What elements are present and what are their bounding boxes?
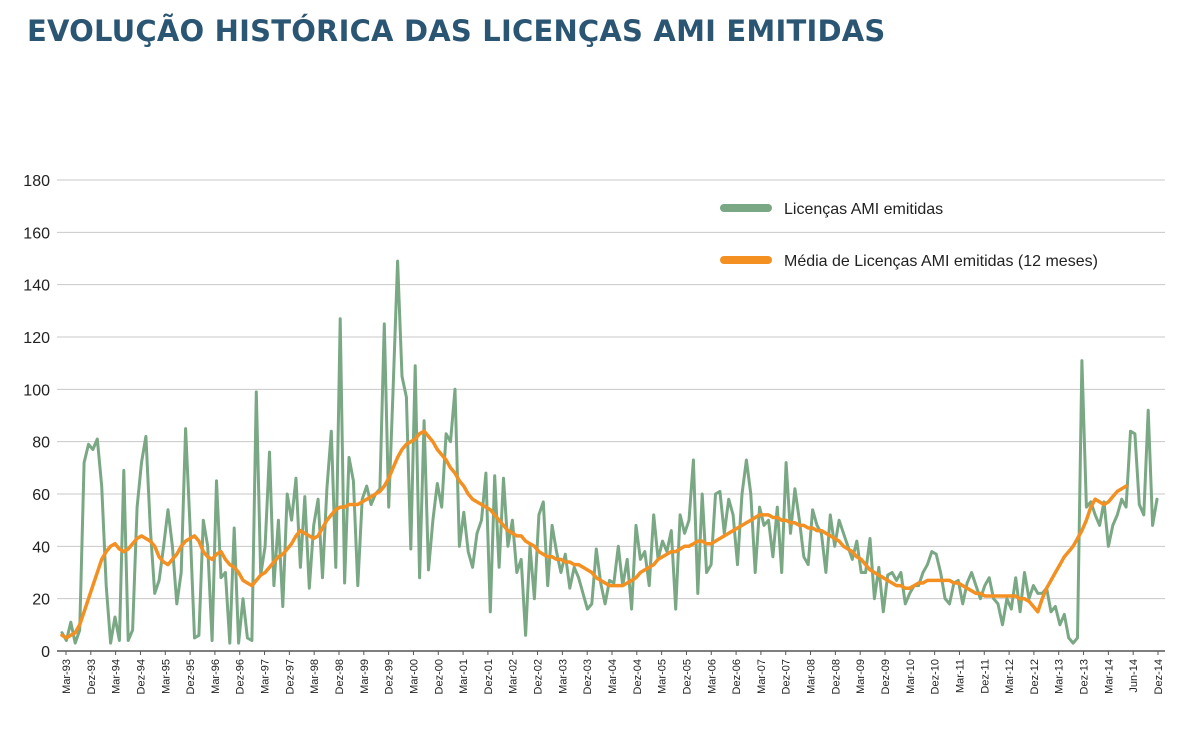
y-tick-label: 40 (32, 539, 50, 556)
x-tick-label: Mar-01 (458, 659, 470, 694)
x-tick-label: Mar-04 (607, 659, 619, 694)
x-tick-label: Dez-09 (880, 659, 892, 694)
x-tick-label: Dez-14 (1153, 659, 1165, 694)
series-lines (60, 259, 1159, 645)
x-tick-label: Mar-08 (806, 659, 818, 694)
x-tick-label: Mar-03 (557, 659, 569, 694)
x-tick-label: Dez-13 (1079, 659, 1091, 694)
x-tick-label: Mar-11 (954, 659, 966, 693)
x-tick-label: Mar-13 (1054, 659, 1066, 694)
x-tick-label: Dez-00 (433, 659, 445, 694)
x-tick-label: Mar-06 (706, 659, 718, 694)
x-tick-label: Mar-94 (111, 659, 123, 694)
x-tick-label: Mar-14 (1103, 659, 1115, 694)
y-tick-label: 80 (32, 435, 50, 452)
x-tick-label: Mar-98 (309, 659, 321, 694)
x-tick-label: Dez-95 (185, 659, 197, 694)
x-tick-label: Mar-93 (61, 659, 73, 694)
x-tick-label: Dez-10 (930, 659, 942, 694)
x-tick-label: Mar-10 (905, 659, 917, 694)
x-tick-label: Mar-05 (657, 659, 669, 694)
y-axis-ticks: 0 20 40 60 80 100 120 140 160 180 (23, 173, 50, 661)
x-tick-label: Dez-94 (135, 659, 147, 694)
legend-label-monthly: Licenças AMI emitidas (784, 201, 943, 218)
y-tick-label: 160 (23, 225, 50, 242)
x-tick-label: Dez-01 (483, 659, 495, 694)
y-tick-label: 60 (32, 487, 50, 504)
x-tick-label: Dez-93 (86, 659, 98, 694)
x-tick-label: Mar-07 (756, 659, 768, 694)
x-tick-label: Dez-98 (334, 659, 346, 694)
x-tick-label: Mar-02 (508, 659, 520, 694)
x-tick-label: Dez-08 (830, 659, 842, 694)
x-tick-label: Dez-03 (582, 659, 594, 694)
x-tick-label: Mar-95 (160, 659, 172, 694)
x-tick-label: Dez-05 (681, 659, 693, 694)
x-tick-label: Mar-12 (1004, 659, 1016, 694)
y-tick-label: 0 (41, 644, 50, 661)
x-tick-label: Dez-97 (284, 659, 296, 694)
y-tick-label: 140 (23, 278, 50, 295)
x-tick-label: Dez-02 (533, 659, 545, 694)
x-axis-ticks: Mar-93 Dez-93 Mar-94 Dez-94 Mar-95 Dez-95 Mar-… (61, 651, 1165, 694)
series-line-average (60, 429, 1128, 640)
x-tick-label: Mar-00 (408, 659, 420, 694)
x-tick-label: Dez-96 (235, 659, 247, 694)
y-tick-label: 20 (32, 592, 50, 609)
legend-label-average: Média de Licenças AMI emitidas (12 meses… (784, 253, 1098, 270)
chart-title: EVOLUÇÃO HISTÓRICA DAS LICENÇAS AMI EMIT… (27, 14, 886, 48)
y-tick-label: 120 (23, 330, 50, 347)
series-line-monthly (60, 259, 1159, 645)
x-tick-label: Mar-09 (855, 659, 867, 694)
x-tick-label: Dez-04 (632, 659, 644, 694)
x-tick-label: Dez-12 (1029, 659, 1041, 694)
y-tick-label: 100 (23, 382, 50, 399)
x-tick-label: Jun-14 (1128, 659, 1140, 693)
x-tick-label: Mar-96 (210, 659, 222, 694)
x-tick-label: Dez-07 (781, 659, 793, 694)
legend[interactable]: Licenças AMI emitidas Média de Licenças … (720, 201, 1098, 270)
x-tick-label: Dez-11 (979, 659, 991, 694)
gridlines (57, 179, 1165, 652)
x-tick-label: Mar-99 (359, 659, 371, 694)
x-tick-label: Mar-97 (260, 659, 272, 694)
y-tick-label: 180 (23, 173, 50, 190)
x-tick-label: Dez-06 (731, 659, 743, 694)
x-tick-label: Dez-99 (384, 659, 396, 694)
